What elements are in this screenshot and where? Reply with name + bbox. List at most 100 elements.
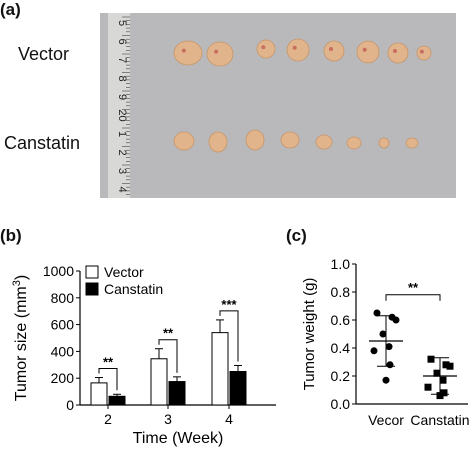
significance-bracket [98, 368, 118, 391]
ruler [108, 13, 130, 198]
canstatin-tumor [378, 137, 390, 149]
vector-point [373, 309, 381, 317]
canstatin-point [433, 369, 441, 377]
ruler-digit: 3 [116, 168, 128, 174]
ruler-digit: 6 [116, 38, 128, 44]
ruler-digit: 2 [116, 149, 128, 155]
x-tick-label: Canstatin [410, 412, 469, 428]
y-tick-label: 0.8 [331, 284, 351, 300]
y-tick-label: 0.0 [331, 396, 351, 412]
legend-label: Vector [104, 264, 144, 280]
y-tick-label: 0.6 [331, 312, 351, 328]
ruler-digit: 9 [116, 94, 128, 100]
x-axis-label: Time (Week) [133, 430, 224, 447]
panel-b-label: (b) [0, 226, 22, 245]
canstatin-bar [108, 395, 126, 406]
tumor-photo: 5 6 7 8 9 20 1 2 3 4 [100, 13, 456, 198]
vector-tumor [356, 40, 380, 64]
vector-tumor [256, 39, 276, 59]
canstatin-tumors [173, 129, 419, 153]
vector-tumor [286, 38, 310, 62]
panel-c-label: (c) [286, 226, 307, 245]
vector-tumors [173, 38, 432, 67]
tumor-vessel [362, 47, 367, 52]
vector-point [392, 316, 400, 324]
y-tick-label: 0 [66, 397, 74, 413]
canstatin-point [440, 389, 448, 397]
y-axis-label: Tumor weight (g) [301, 278, 318, 391]
x-tick-label: Vecor [368, 412, 404, 428]
ruler-digit: 8 [116, 75, 128, 81]
canstatin-point [436, 392, 444, 400]
canstatin-tumor [346, 136, 362, 150]
canstatin-tumor [208, 131, 228, 153]
y-tick-label: 400 [51, 343, 75, 359]
canstatin-point [446, 362, 454, 370]
significance-bracket [219, 310, 239, 362]
y-tick-label: 800 [51, 290, 75, 306]
tumor-vessel [214, 49, 219, 54]
canstatin-point [424, 383, 432, 391]
tumor-vessel [393, 49, 397, 53]
legend-label: Canstatin [104, 281, 163, 297]
canstatin-row-label: Canstatin [4, 133, 81, 153]
tumor-size-axes: 0 200 400 600 800 1000 Tumor size (mm3) Time (W… [11, 263, 276, 447]
ruler-digit: 7 [116, 57, 128, 63]
vector-row-label: Vector [18, 44, 70, 64]
canstatin-point [427, 355, 435, 363]
vector-tumor [387, 42, 409, 64]
tumor-vessel [329, 47, 333, 51]
vector-tumor [206, 41, 234, 67]
panel-a-label: (a) [0, 0, 21, 19]
tumor-vessel [261, 45, 266, 50]
tumor-size-chart: 0 200 400 600 800 1000 Tumor size (mm3) Time (W… [11, 263, 276, 447]
vector-bar [90, 382, 108, 406]
vector-point [379, 330, 387, 338]
y-tick-label: 1.0 [331, 256, 351, 272]
vector-bar [150, 358, 168, 406]
x-tick-label: 4 [225, 411, 233, 427]
x-tick-label: 2 [104, 411, 112, 427]
significance-marker: ** [103, 355, 114, 370]
vector-tumor [173, 40, 203, 66]
y-tick-label: 0.4 [331, 340, 351, 356]
ruler-digit: 4 [116, 186, 128, 192]
canstatin-bar [168, 381, 186, 406]
tumor-vessel [419, 49, 424, 54]
vector-point [385, 343, 393, 351]
tumor-vessel [292, 45, 297, 50]
vector-tumor [416, 45, 432, 61]
ruler-digit: 20 [116, 109, 128, 121]
tumor-vessel [181, 48, 186, 53]
canstatin-point [442, 361, 450, 369]
canstatin-bar [229, 371, 247, 406]
canstatin-tumor [315, 134, 333, 150]
ruler-ticks [122, 16, 130, 195]
vector-point [370, 347, 378, 355]
x-tick-label: 3 [164, 411, 172, 427]
legend-swatch-canstatin [85, 282, 99, 296]
tumor-size-bars: ******* [90, 297, 247, 406]
significance-marker: ** [408, 280, 419, 295]
canstatin-tumor [280, 131, 300, 149]
y-axis-label: Tumor size (mm3) [11, 275, 30, 401]
ruler-digit: 1 [116, 131, 128, 137]
tumor-weight-points: ** [369, 280, 457, 400]
vector-point [386, 361, 394, 369]
canstatin-point [439, 376, 447, 384]
ruler-digits: 5 6 7 8 9 20 1 2 3 4 [116, 20, 128, 193]
vector-tumor [323, 40, 345, 62]
significance-bracket [385, 294, 441, 301]
y-tick-label: 1000 [43, 263, 74, 279]
y-tick-label: 0.2 [331, 368, 351, 384]
y-axis-label-close: ) [13, 275, 30, 280]
canstatin-tumor [245, 129, 265, 151]
tumor-weight-chart: 0.0 0.2 0.4 0.6 0.8 1.0 Tumor weight (g) Vecor C… [301, 256, 470, 428]
vector-bar [211, 332, 229, 406]
tumor-weight-axes: 0.0 0.2 0.4 0.6 0.8 1.0 Tumor weight (g) Vecor C… [301, 256, 470, 428]
legend-swatch-vector [85, 265, 99, 279]
y-tick-label: 600 [51, 317, 75, 333]
ruler-digit: 5 [116, 20, 128, 26]
y-tick-label: 200 [51, 370, 75, 386]
